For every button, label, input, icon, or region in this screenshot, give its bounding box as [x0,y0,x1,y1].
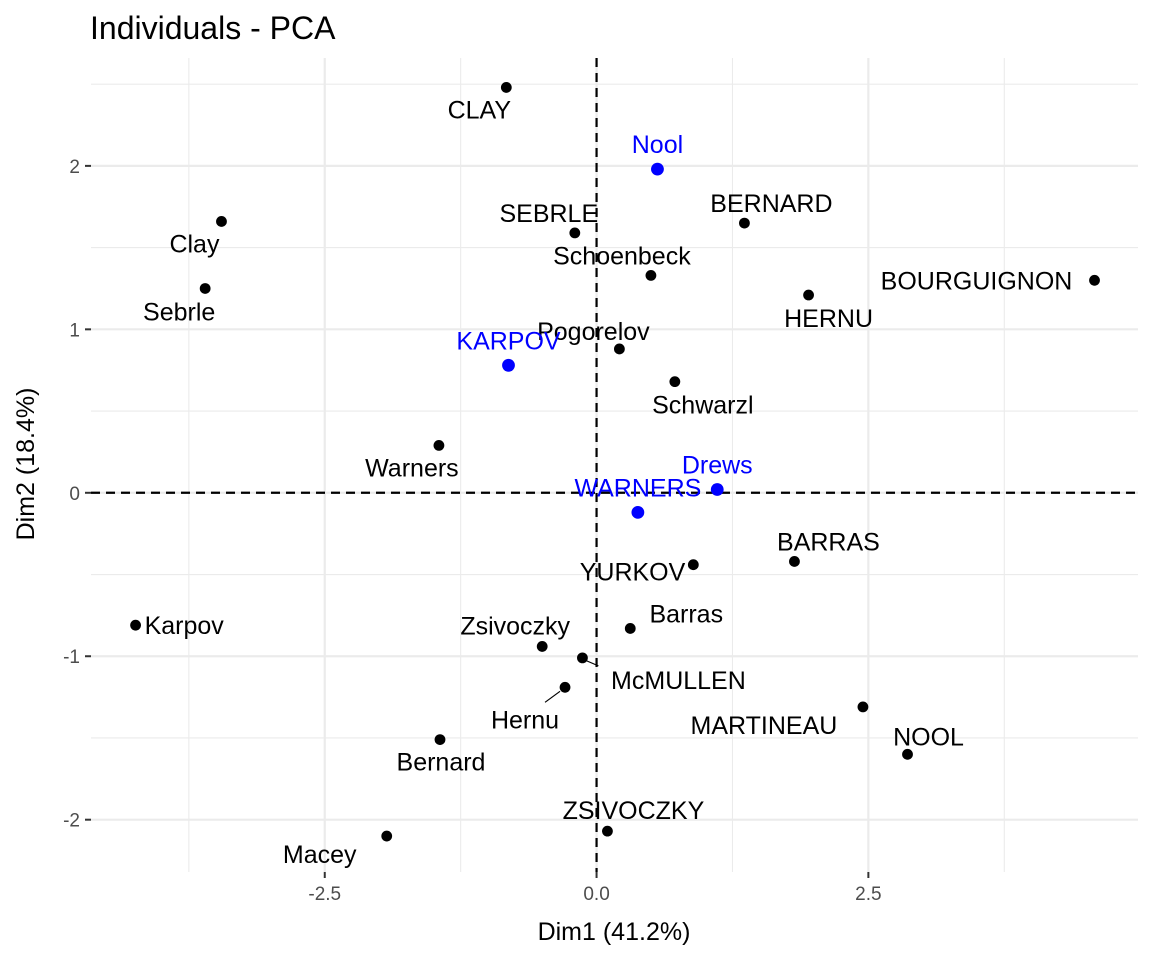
chart-title: Individuals - PCA [90,10,336,46]
point-active-bernard [434,734,446,746]
point-active-karpov [130,619,141,631]
label-connector [584,659,599,667]
point-supplementary-karpov [502,358,515,372]
label-active-sebrle: SEBRLE [499,200,598,228]
point-active-bernard [739,217,750,229]
label-active-bourguignon: BOURGUIGNON [881,267,1073,295]
point-active-hernu [803,289,814,301]
label-active-clay: CLAY [448,96,512,124]
point-active-barras [624,623,636,634]
point-supplementary-drews [710,483,724,496]
label-active-pogorelov: Pogorelov [537,318,650,346]
x-tick-label: 2.5 [855,884,881,905]
point-active-martineau [857,701,869,713]
label-active-schoenbeck: Schoenbeck [553,242,691,270]
label-active-clay: Clay [169,230,220,258]
point-active-barras [789,556,800,567]
label-active-barras: Barras [649,600,723,628]
label-active-martineau: MARTINEAU [691,712,838,740]
label-active-macey: Macey [283,841,357,869]
point-active-zsivoczky [536,641,548,652]
label-supplementary-nool: Nool [632,131,683,159]
point-active-macey [381,830,393,842]
label-active-schwarzl: Schwarzl [652,392,753,420]
point-active-hernu [559,681,571,693]
point-active-mcmullen [577,652,588,664]
label-active-zsivoczky: Zsivoczky [460,612,570,640]
y-tick-label: -1 [63,647,80,668]
point-labels: SEBRLE CLAY BERNARD YURKOV ZSIVOCZKY McMULLEN… [143,96,1072,869]
point-active-clay [500,82,512,93]
x-axis-title: Dim1 (41.2%) [538,918,691,946]
label-active-karpov: Karpov [145,612,225,640]
label-supplementary-karpov: KARPOV [456,327,561,355]
label-active-bernard: BERNARD [710,190,832,218]
label-active-hernu: HERNU [784,305,873,333]
data-points [130,82,1100,842]
point-active-schoenbeck [645,269,657,281]
x-tick-label: -2.5 [308,884,341,905]
point-active-zsivoczky [602,825,613,837]
y-tick-label: 1 [69,320,80,341]
point-active-pogorelov [613,343,625,355]
label-active-nool: NOOL [893,723,964,751]
point-active-sebrle [569,227,581,239]
label-active-warners: Warners [365,454,459,482]
y-tick-label: -2 [63,811,80,832]
y-tick-label: 0 [69,484,80,505]
point-active-warners [433,439,445,451]
label-active-bernard: Bernard [397,749,486,777]
point-active-bourguignon [1089,274,1100,286]
point-active-schwarzl [669,376,681,388]
x-tick-label: 0.0 [583,884,609,905]
point-active-clay [216,216,227,227]
point-supplementary-nool [651,162,664,176]
point-supplementary-warners [631,506,645,519]
y-tick-label: 2 [69,157,80,178]
label-active-barras: BARRAS [777,528,880,556]
label-supplementary-drews: Drews [682,452,753,480]
grid-lines [91,58,1138,872]
point-active-sebrle [199,283,211,294]
label-active-sebrle: Sebrle [143,298,215,326]
label-supplementary-warners: WARNERS [574,474,701,502]
label-active-hernu: Hernu [491,706,559,734]
axis-ticks: -2.5 0.0 2.5 -2 -1 0 1 2 [63,157,881,905]
point-active-nool [902,748,913,760]
y-axis-title: Dim2 (18.4%) [12,388,40,541]
label-active-yurkov: YURKOV [580,559,686,587]
reference-lines [91,58,1138,872]
point-active-yurkov [687,559,699,571]
label-active-zsivoczky: ZSIVOCZKY [563,797,705,825]
label-connector [544,690,561,703]
label-active-mcmullen: McMULLEN [611,667,746,695]
